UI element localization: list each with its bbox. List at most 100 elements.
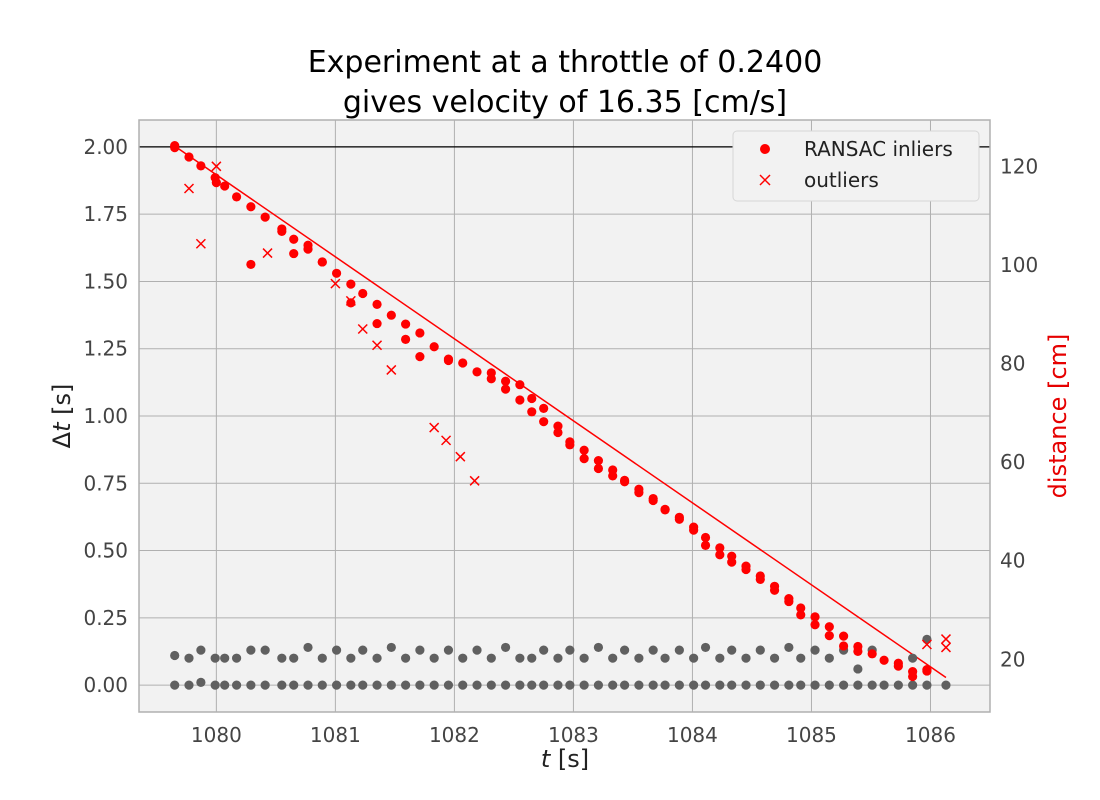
left-y-axis-label-unit: [s] bbox=[48, 384, 76, 423]
inlier-point bbox=[486, 368, 496, 378]
gray-point bbox=[620, 680, 630, 690]
gray-point bbox=[853, 664, 863, 674]
outlier-point bbox=[262, 248, 273, 259]
gray-point bbox=[824, 680, 834, 690]
inlier-point bbox=[879, 655, 889, 665]
gray-point bbox=[429, 653, 439, 663]
x-axis-label: t [s] bbox=[541, 745, 589, 773]
inlier-point bbox=[853, 646, 863, 656]
gray-point bbox=[867, 680, 877, 690]
left-y-tick-label: 0.00 bbox=[83, 673, 128, 697]
gray-point bbox=[553, 653, 563, 663]
inlier-point bbox=[443, 354, 454, 364]
gray-point bbox=[317, 653, 327, 663]
outlier-point bbox=[183, 183, 195, 194]
gray-point bbox=[415, 645, 425, 655]
inlier-point bbox=[867, 649, 877, 659]
gray-point bbox=[231, 653, 242, 663]
gray-point bbox=[565, 680, 575, 690]
inlier-point bbox=[741, 564, 751, 575]
left-y-tick-label: 0.25 bbox=[83, 606, 128, 630]
inlier-point bbox=[634, 488, 644, 498]
gray-point bbox=[386, 642, 396, 653]
gray-point bbox=[500, 642, 511, 653]
x-axis-label-symbol: t bbox=[541, 745, 552, 773]
inlier-point bbox=[700, 532, 711, 543]
gray-point bbox=[372, 653, 382, 663]
outlier-point bbox=[429, 422, 440, 433]
gray-point bbox=[660, 653, 670, 663]
gray-point bbox=[824, 653, 834, 663]
gray-point bbox=[634, 653, 644, 663]
right-y-tick-label: 20 bbox=[1000, 647, 1025, 671]
left-y-tick-label: 1.75 bbox=[83, 202, 128, 226]
gray-point bbox=[634, 680, 644, 690]
inlier-point bbox=[824, 622, 834, 632]
outlier-point bbox=[386, 364, 397, 375]
left-y-tick-label: 1.50 bbox=[83, 269, 128, 293]
gray-point bbox=[210, 680, 220, 690]
inlier-point bbox=[839, 631, 849, 641]
gray-point bbox=[941, 680, 951, 690]
gray-point bbox=[769, 680, 780, 690]
gray-point bbox=[210, 653, 220, 663]
gray-point bbox=[472, 645, 482, 655]
inlier-point bbox=[472, 367, 482, 377]
inlier-point bbox=[515, 380, 525, 390]
inlier-point bbox=[593, 456, 604, 466]
inlier-point bbox=[358, 288, 368, 299]
gray-point bbox=[879, 680, 889, 690]
gray-point bbox=[260, 645, 270, 655]
gray-point bbox=[220, 653, 230, 663]
inlier-point bbox=[220, 181, 230, 191]
x-tick-label: 1080 bbox=[191, 723, 242, 747]
right-y-tick-label: 80 bbox=[1000, 352, 1025, 376]
inlier-point bbox=[500, 376, 511, 386]
inlier-point bbox=[715, 550, 725, 560]
inlier-point bbox=[579, 445, 589, 455]
gray-point bbox=[358, 645, 368, 655]
right-y-tick-label: 120 bbox=[1000, 154, 1038, 178]
legend-inlier-marker bbox=[760, 144, 770, 154]
gray-point bbox=[331, 645, 342, 655]
inlier-point bbox=[401, 334, 411, 344]
outlier-point bbox=[469, 475, 480, 486]
inlier-point bbox=[527, 407, 537, 417]
inlier-point bbox=[608, 471, 618, 481]
left-y-tick-label: 1.25 bbox=[83, 337, 128, 361]
inlier-point bbox=[715, 543, 725, 553]
gray-point bbox=[674, 680, 684, 690]
inlier-point bbox=[593, 463, 604, 474]
gray-point bbox=[458, 653, 468, 663]
gray-point bbox=[853, 680, 863, 690]
gray-point bbox=[648, 645, 658, 655]
inlier-point bbox=[372, 299, 382, 309]
fit-line bbox=[170, 143, 947, 679]
legend-inliers-label: RANSAC inliers bbox=[804, 137, 953, 161]
inlier-point bbox=[539, 417, 549, 427]
gray-point bbox=[277, 680, 287, 690]
gray-point bbox=[593, 680, 604, 690]
inlier-point bbox=[893, 658, 903, 668]
right-y-axis-label: distance [cm] bbox=[1044, 334, 1072, 499]
x-axis-label-unit: [s] bbox=[550, 745, 589, 773]
gray-point bbox=[346, 680, 356, 690]
gray-point bbox=[401, 680, 411, 690]
x-tick-label: 1082 bbox=[429, 723, 480, 747]
gray-point bbox=[741, 680, 751, 690]
left-y-tick-label: 1.00 bbox=[83, 404, 128, 428]
gray-point bbox=[386, 680, 396, 690]
gray-point bbox=[608, 680, 618, 690]
gray-point bbox=[401, 653, 411, 663]
legend-box bbox=[732, 130, 980, 202]
gray-point bbox=[922, 680, 932, 690]
gray-point bbox=[196, 677, 206, 688]
right-y-axis-ticks: 20 40 60 80 100 120 bbox=[1000, 154, 1038, 671]
gray-point bbox=[527, 653, 537, 663]
gray-point bbox=[539, 645, 549, 655]
x-tick-label: 1081 bbox=[310, 723, 361, 747]
left-y-axis-ticks: 0.00 0.25 0.50 0.75 1.00 1.25 1.50 1.75 2.00 bbox=[83, 135, 128, 697]
inlier-point bbox=[579, 454, 589, 464]
legend-outlier-marker bbox=[759, 174, 771, 186]
inlier-point bbox=[260, 212, 270, 222]
